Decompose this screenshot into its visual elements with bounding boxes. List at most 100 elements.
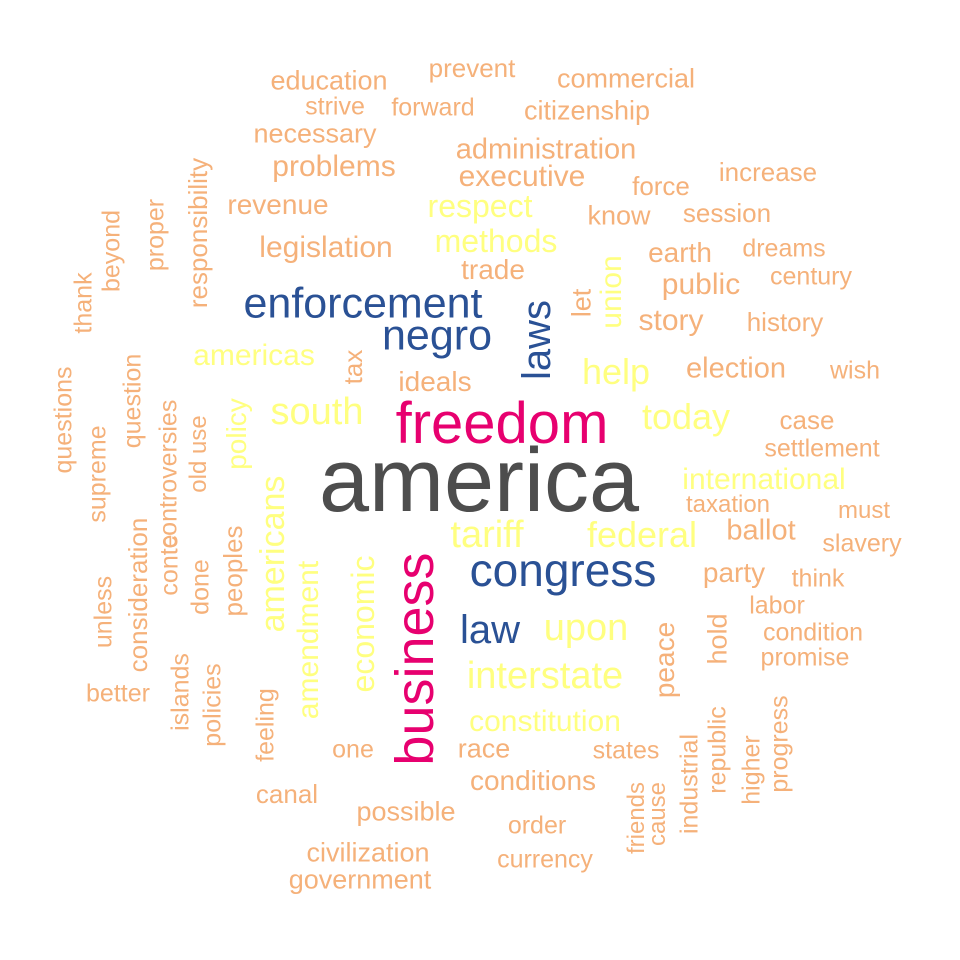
word-necessary: necessary [253,118,377,149]
word-revenue: revenue [227,189,329,220]
word-case: case [779,405,835,435]
word-south: south [270,391,364,433]
word-states: states [592,736,660,765]
word-promise: promise [760,643,850,672]
word-unless: unless [89,575,118,649]
word-strive: strive [305,92,365,121]
word-let: let [566,288,597,318]
word-law: law [459,608,521,652]
word-federal: federal [586,514,698,555]
word-party: party [702,557,766,588]
word-administration: administration [455,133,637,166]
word-america: america [318,431,640,531]
word-education: education [270,65,388,96]
word-condition: condition [762,618,864,647]
word-increase: increase [718,157,818,187]
word-supreme: supreme [83,425,112,523]
word-labor: labor [749,591,805,620]
word-feeling: feeling [251,688,280,762]
word-forward: forward [391,93,475,122]
word-canal: canal [255,779,319,809]
word-commercial: commercial [556,63,696,94]
word-controversies: controversies [154,399,183,549]
word-session: session [682,198,772,228]
word-settlement: settlement [764,434,880,463]
word-must: must [837,497,891,524]
word-legislation: legislation [259,231,393,264]
word-question: question [118,353,147,449]
word-possible: possible [356,796,456,827]
word-problems: problems [272,150,396,183]
word-wish: wish [829,356,881,385]
word-proper: proper [141,198,170,272]
word-economic: economic [345,555,381,693]
word-freedom: freedom [395,391,609,456]
word-executive: executive [458,160,586,193]
word-prevent: prevent [428,53,516,83]
word-beyond: beyond [97,209,126,293]
word-international: international [682,463,846,496]
word-methods: methods [434,223,558,259]
word-thank: thank [69,272,98,334]
word-public: public [661,268,741,301]
word-respect: respect [427,188,533,224]
word-questions: questions [49,366,78,474]
word-policies: policies [198,663,227,747]
word-peace: peace [649,621,680,699]
word-higher: higher [737,735,766,805]
word-story: story [638,304,704,337]
word-hold: hold [702,613,733,665]
word-constitution: constitution [469,705,621,738]
word-union: union [595,255,628,329]
word-conditions: conditions [469,765,597,796]
word-upon: upon [543,607,629,649]
word-think: think [791,564,845,593]
word-government: government [288,864,432,895]
word-peoples: peoples [218,525,248,617]
word-islands: islands [166,653,195,731]
word-order: order [507,811,567,840]
word-earth: earth [648,237,712,268]
word-republic: republic [703,706,732,794]
word-americans: americans [254,475,292,633]
word-enforcement: enforcement [243,279,483,328]
word-cause: cause [644,781,671,847]
word-ballot: ballot [726,514,796,547]
word-century: century [770,262,852,291]
word-laws: laws [515,299,559,381]
word-consideration: consideration [123,517,153,673]
word-today: today [641,396,731,437]
word-responsibility: responsibility [183,157,213,309]
word-citizenship: citizenship [523,95,651,126]
word-congress: congress [469,544,657,596]
word-policy: policy [221,398,252,470]
word-taxation: taxation [685,491,771,518]
word-old-use: old use [185,415,212,493]
word-tax: tax [338,349,368,385]
word-better: better [86,679,150,708]
word-ideals: ideals [398,366,472,397]
word-race: race [457,733,511,764]
word-know: know [587,200,651,231]
word-done: done [186,559,215,615]
word-help: help [581,351,651,392]
word-business: business [385,552,445,766]
word-election: election [686,352,786,385]
word-civilization: civilization [306,837,430,868]
word-americas: americas [193,339,315,372]
word-conte: conte [155,534,184,596]
word-interstate: interstate [466,655,624,697]
word-dreams: dreams [742,234,826,263]
word-currency: currency [497,845,593,874]
word-one: one [332,735,374,764]
word-industrial: industrial [675,733,704,835]
word-tariff: tariff [450,514,524,556]
word-history: history [746,307,824,337]
word-force: force [632,171,690,201]
word-negro: negro [382,311,492,360]
word-trade: trade [461,254,525,285]
word-slavery: slavery [822,529,902,558]
word-amendment: amendment [292,560,325,720]
word-progress: progress [765,695,794,793]
